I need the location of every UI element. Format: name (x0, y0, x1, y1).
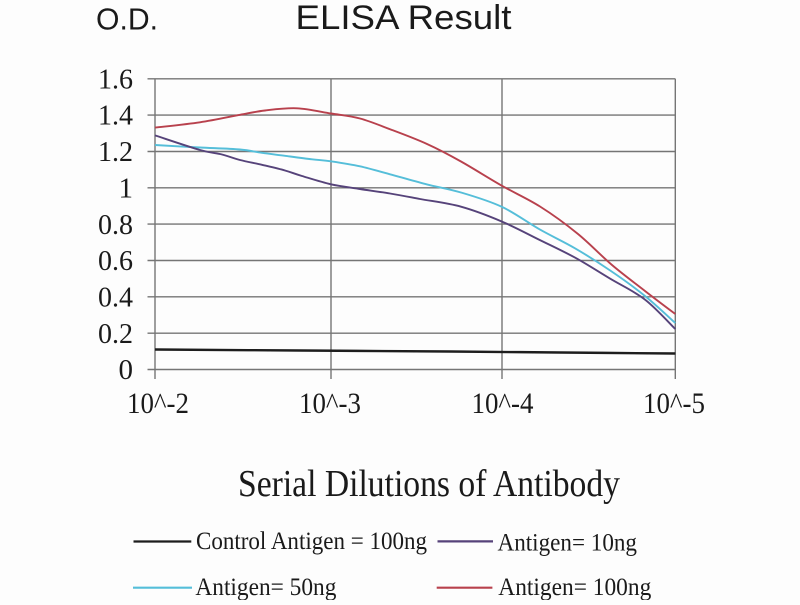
svg-text:0.6: 0.6 (98, 245, 133, 277)
svg-text:0.8: 0.8 (98, 209, 133, 241)
svg-text:10^-2: 10^-2 (127, 387, 189, 420)
svg-text:1.4: 1.4 (98, 100, 133, 132)
svg-text:0.4: 0.4 (98, 281, 133, 313)
svg-text:1.6: 1.6 (98, 63, 133, 95)
svg-text:ELISA Result: ELISA Result (296, 0, 512, 37)
svg-text:10^-3: 10^-3 (299, 387, 361, 420)
svg-text:0.2: 0.2 (98, 318, 133, 350)
svg-text:Control Antigen = 100ng: Control Antigen = 100ng (196, 528, 427, 555)
svg-text:Antigen= 100ng: Antigen= 100ng (498, 574, 651, 600)
svg-text:10^-4: 10^-4 (472, 387, 534, 420)
svg-text:1: 1 (119, 172, 134, 204)
svg-text:Antigen= 50ng: Antigen= 50ng (195, 574, 336, 600)
svg-text:O.D.: O.D. (96, 2, 158, 37)
svg-text:1.2: 1.2 (98, 136, 133, 168)
svg-text:10^-5: 10^-5 (643, 387, 705, 420)
svg-text:Serial Dilutions of Antibody: Serial Dilutions of Antibody (238, 463, 620, 505)
svg-text:0: 0 (119, 354, 134, 386)
svg-text:Antigen= 10ng: Antigen= 10ng (498, 530, 638, 557)
